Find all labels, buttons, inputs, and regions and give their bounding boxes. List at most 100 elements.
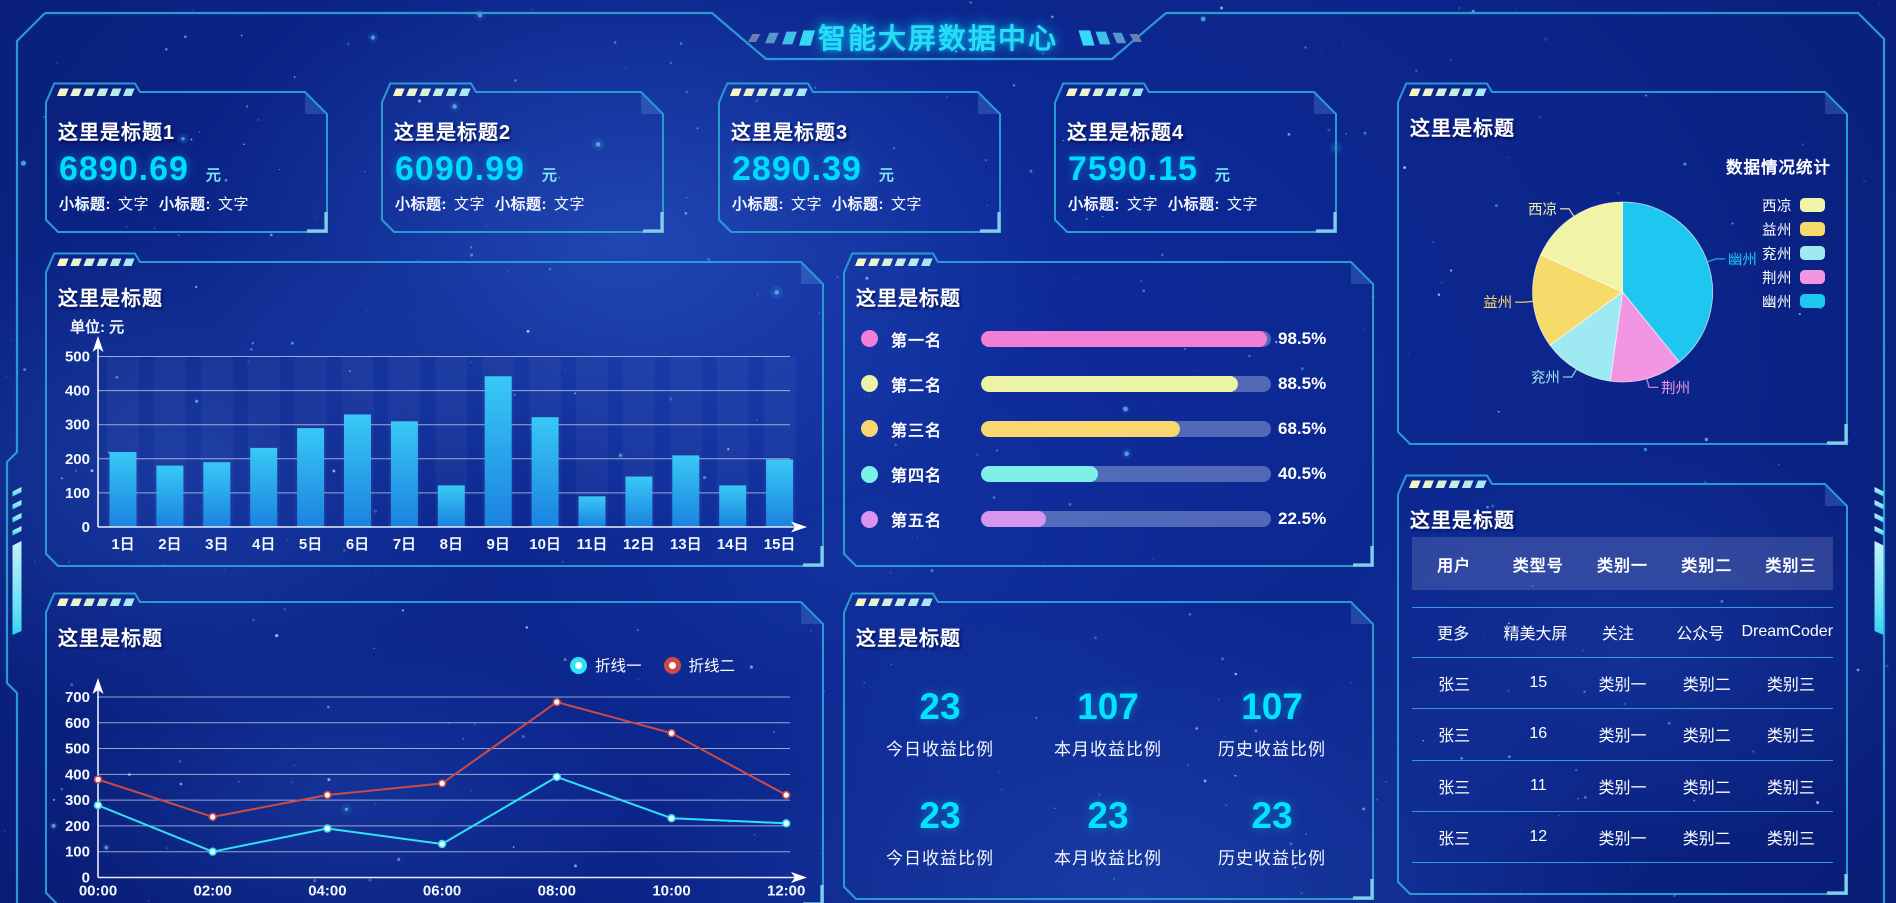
table-cell: 张三 [1438,677,1471,695]
card-subtitle: 小标题: 文字 [1168,196,1259,213]
card-subtitle: 小标题: 文字 [159,196,250,213]
card-value: 2890.39 [732,150,862,188]
table-cell: 张三 [1438,779,1471,797]
line-legend-label: 折线一 [595,658,642,675]
table-cell: 类别一 [1598,779,1647,797]
rank-name: 第四名 [891,468,943,486]
svg-text:15日: 15日 [764,536,796,553]
table-cell: 张三 [1438,728,1471,746]
stat-card-1: 这里是标题1 6890.69 元 小标题: 文字 小标题: 文字 [45,82,328,233]
line-chart-legend: 折线一 折线二 [570,654,757,676]
svg-text:600: 600 [65,715,90,732]
rank-progress-track [981,420,1271,437]
panel-title: 这里是标题 [1410,510,1515,532]
ranking-row: 第二名 88.5% [844,361,1373,406]
card-value: 7590.15 [1068,150,1198,188]
card-title: 这里是标题4 [1067,122,1185,144]
table-cell: 类别三 [1766,831,1815,849]
svg-text:12:00: 12:00 [767,883,805,900]
table-cell: 张三 [1438,831,1471,849]
svg-text:兖州: 兖州 [1531,370,1560,387]
rank-progress-fill [981,511,1047,528]
rank-percent: 22.5% [1278,509,1327,529]
table-row: 张三 12 类别一 类别二 类别三 [1412,812,1833,864]
svg-text:7日: 7日 [393,536,416,553]
table-row: 张三 11 类别一 类别二 类别三 [1412,761,1833,813]
svg-text:西凉: 西凉 [1528,201,1557,218]
table-cell: 12 [1529,828,1548,846]
rank-dot-icon [861,465,878,483]
svg-text:4日: 4日 [252,536,275,553]
rank-progress-track [981,330,1271,347]
rank-progress-track [981,466,1271,483]
svg-text:500: 500 [65,741,90,758]
kpi-cell: 23 今日收益比例 [855,795,1025,869]
svg-text:0: 0 [82,519,90,536]
table-cell: 类别二 [1682,728,1731,746]
svg-text:00:00: 00:00 [79,883,117,900]
svg-text:1日: 1日 [111,536,134,553]
bar-chart-panel: 这里是标题 单位: 元 1日 2日 3日 4日 5日 6日 7日 8日 9日 10日 11日 12日 1… [45,252,824,567]
card-subtitle: 小标题: 文字 [732,196,823,213]
kpi-label: 今日收益比例 [886,740,994,759]
kpi-cell: 23 本月收益比例 [1023,795,1193,869]
table-cell: 类别一 [1598,677,1647,695]
table-cell: 11 [1530,776,1547,794]
svg-text:500: 500 [65,349,90,366]
kpi-value: 107 [1077,686,1139,727]
kpi-label: 本月收益比例 [1054,740,1162,759]
table-cell: 类别三 [1766,779,1815,797]
data-table: 用户 类型号 类别一 类别二 类别三 更多 精美大屏 关注 公众号 DreamCoder 张三 15 类… [1412,537,1833,864]
kpi-label: 今日收益比例 [886,849,994,868]
table-header-row: 用户 类型号 类别一 类别二 类别三 [1412,537,1833,590]
line-legend-marker-icon [570,656,587,674]
table-cell: 精美大屏 [1503,626,1568,644]
card-unit: 元 [878,167,894,184]
kpi-stats-panel: 这里是标题 23 今日收益比例 107 本月收益比例 107 历史收益比例 23 今日收益比例… [843,592,1374,900]
card-value: 6890.69 [59,150,189,188]
card-subtitle: 小标题: 文字 [395,196,486,213]
svg-text:06:00: 06:00 [423,883,461,900]
kpi-cell: 23 历史收益比例 [1187,795,1357,869]
svg-text:2日: 2日 [158,536,181,553]
rank-percent: 88.5% [1278,373,1327,393]
kpi-value: 23 [1087,795,1129,836]
table-header-cell: 类别三 [1765,557,1817,575]
rank-progress-fill [981,375,1238,392]
svg-text:13日: 13日 [670,536,702,553]
svg-text:12日: 12日 [623,536,655,553]
table-header-cell: 类型号 [1512,557,1564,575]
line-legend-item[interactable]: 折线一 [570,654,642,676]
kpi-cell: 23 今日收益比例 [855,686,1025,760]
rank-progress-fill [981,330,1267,347]
table-cell: 类别二 [1682,831,1731,849]
kpi-label: 历史收益比例 [1218,740,1326,759]
table-cell: 公众号 [1676,626,1725,644]
line-legend-item[interactable]: 折线二 [663,654,736,676]
bar-chart: 1日 2日 3日 4日 5日 6日 7日 8日 9日 10日 11日 12日 13日 14日 15日 0 100… [65,336,807,553]
stat-card-4: 这里是标题4 7590.15 元 小标题: 文字 小标题: 文字 [1054,82,1337,233]
card-subtitle: 小标题: 文字 [495,196,586,213]
table-cell: 类别二 [1682,779,1731,797]
svg-text:5日: 5日 [299,536,322,553]
svg-text:300: 300 [65,417,90,434]
svg-text:幽州: 幽州 [1728,251,1757,268]
table-cell: 类别三 [1766,728,1815,746]
svg-text:700: 700 [65,689,90,706]
line-legend-label: 折线二 [688,658,736,675]
rank-percent: 40.5% [1278,464,1327,484]
ranking-row: 第一名 98.5% [844,316,1373,361]
card-unit: 元 [205,167,221,184]
svg-text:8日: 8日 [440,536,463,553]
panel-title: 这里是标题 [856,628,961,650]
data-table-panel: 这里是标题 用户 类型号 类别一 类别二 类别三 更多 精美大屏 关注 公众号 DreamCode… [1397,474,1848,895]
kpi-label: 本月收益比例 [1054,849,1162,868]
table-cell: 类别一 [1598,728,1647,746]
svg-text:14日: 14日 [717,536,749,553]
rank-percent: 68.5% [1278,418,1327,438]
table-row: 张三 16 类别一 类别二 类别三 [1412,709,1833,761]
table-cell: 16 [1529,725,1548,743]
rank-name: 第一名 [891,332,943,350]
card-title: 这里是标题3 [731,122,849,144]
card-subtitle: 小标题: 文字 [59,196,150,213]
